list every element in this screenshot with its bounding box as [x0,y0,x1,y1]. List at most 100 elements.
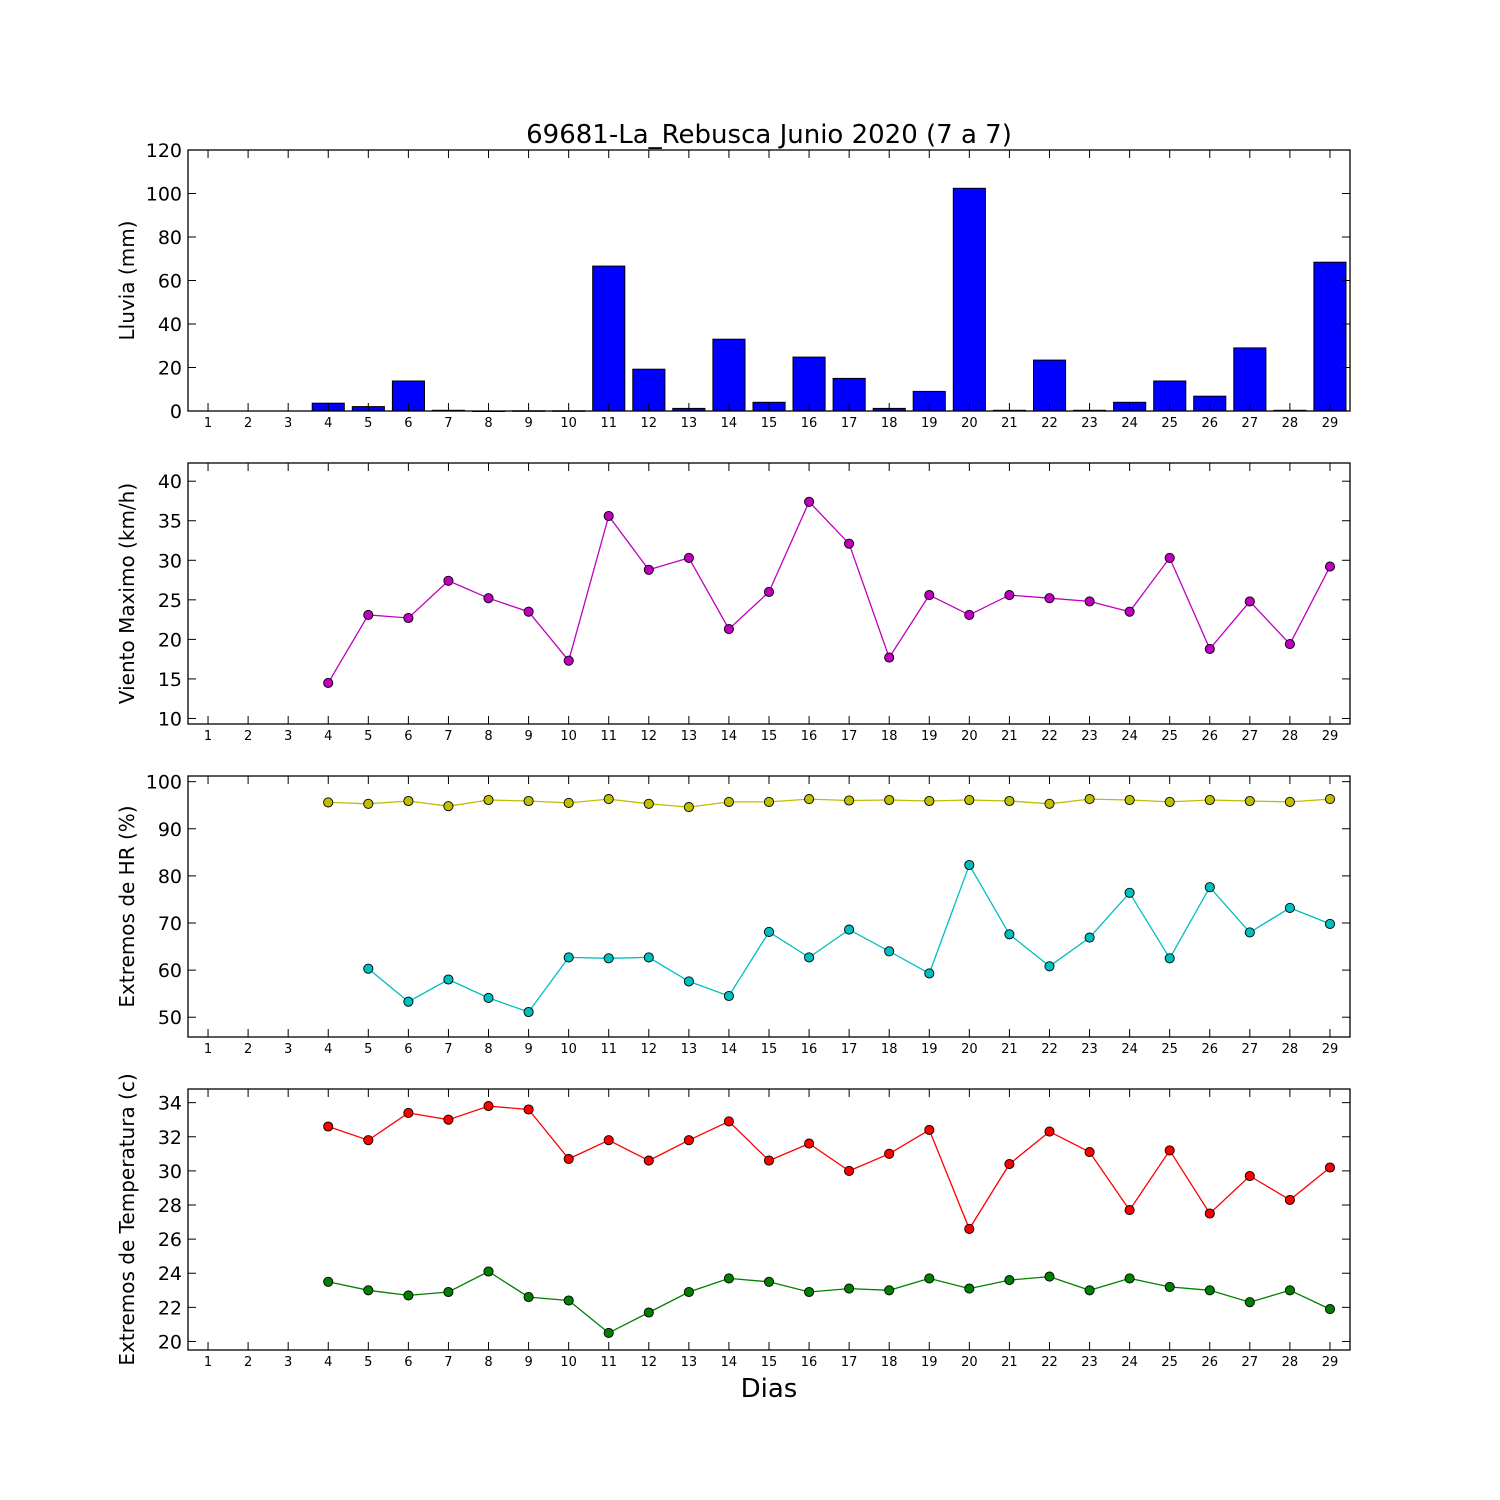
temperature-point [363,1135,374,1146]
wind-point [603,510,614,522]
x-tick-label: 10 [560,1042,577,1057]
x-tick-label: 28 [1282,416,1299,431]
temperature-point [844,1283,855,1294]
x-tick-label: 9 [524,416,532,431]
x-tick-label: 23 [1081,729,1098,744]
x-tick-label: 16 [801,1355,818,1370]
x-tick-label: 8 [484,416,492,431]
x-tick-label: 7 [444,729,452,744]
x-tick-label: 27 [1242,416,1259,431]
x-tick-label: 4 [324,729,332,744]
humidity-point [924,795,935,807]
y-tick-label: 60 [158,960,182,982]
x-tick-label: 28 [1282,1355,1299,1370]
x-tick-label: 6 [404,416,412,431]
x-tick-label: 26 [1201,729,1218,744]
x-tick-label: 19 [921,729,938,744]
x-tick-label: 14 [721,729,738,744]
y-tick-label: 50 [158,1007,182,1029]
humidity-point [363,798,374,809]
humidity-point [1084,794,1095,805]
temperature-point [1324,1304,1336,1315]
x-tick-label: 4 [324,416,332,431]
x-tick-label: 21 [1001,1042,1018,1057]
x-tick-label: 12 [641,1042,658,1057]
x-tick-label: 27 [1242,1042,1259,1057]
x-tick-label: 24 [1121,729,1138,744]
x-tick-label: 27 [1242,729,1259,744]
x-tick-label: 1 [204,416,212,431]
x-tick-label: 7 [444,1355,452,1370]
x-tick-label: 4 [324,1042,332,1057]
y-tick-label: 40 [158,314,182,336]
wind-y-axis-label: Viento Maximo (km/h) [115,483,139,704]
wind-point [1244,596,1255,607]
temperature-point [1124,1205,1135,1216]
x-tick-label: 6 [404,1355,412,1370]
x-tick-label: 18 [881,416,898,431]
humidity-point [1124,887,1135,898]
rain-bar [592,265,626,412]
temperature-point [1164,1145,1175,1156]
x-tick-label: 11 [600,1355,617,1370]
wind-point [1124,606,1135,617]
x-tick-label: 11 [600,1042,617,1057]
temperature-series-line [328,1270,1331,1334]
wind-point [403,612,414,624]
x-tick-label: 21 [1001,416,1018,431]
x-tick-label: 12 [641,416,658,431]
humidity-point [563,952,574,963]
temperature-point [323,1121,334,1132]
temperature-point [563,1295,574,1306]
x-tick-label: 5 [364,416,372,431]
wind-point [1324,561,1336,572]
x-tick-label: 9 [524,729,532,744]
x-tick-label: 2 [244,729,252,744]
x-tick-label: 13 [681,729,698,744]
y-tick-label: 22 [158,1297,182,1319]
x-tick-label: 23 [1081,1355,1098,1370]
humidity-point [363,963,374,974]
y-tick-label: 35 [158,511,182,533]
temperature-point [1004,1275,1015,1286]
temperature-point [363,1285,374,1296]
y-tick-label: 40 [158,471,182,493]
humidity-point [523,795,534,807]
humidity-point [924,968,935,979]
wind-point [443,575,454,586]
x-tick-label: 22 [1041,1355,1058,1370]
x-tick-label: 17 [841,1042,858,1057]
temperature-series-line [327,1105,1331,1231]
temperature-point [804,1286,815,1298]
temperature-point [964,1283,975,1294]
x-axis-label: Dias [741,1374,798,1404]
humidity-point [643,798,654,809]
x-tick-label: 20 [961,729,978,744]
x-tick-label: 14 [721,1355,738,1370]
x-tick-label: 13 [681,416,698,431]
wind-point [1164,552,1175,563]
y-tick-label: 80 [158,866,182,888]
temperature-point [1084,1285,1095,1296]
temperature-point [1284,1285,1295,1296]
x-tick-label: 15 [761,416,778,431]
x-tick-label: 28 [1282,1042,1299,1057]
x-tick-label: 11 [600,416,617,431]
x-tick-label: 20 [961,1355,978,1370]
x-tick-label: 22 [1041,416,1058,431]
humidity-point [1244,927,1255,938]
x-tick-label: 29 [1322,1042,1339,1057]
x-tick-label: 15 [761,729,778,744]
x-tick-label: 1 [204,1355,212,1370]
humidity-point [483,992,494,1003]
x-tick-label: 18 [881,1355,898,1370]
y-tick-label: 25 [158,590,182,612]
temperature-point [763,1276,775,1287]
wind-point [1204,643,1215,654]
humidity-point [964,794,975,806]
humidity-point [763,926,775,937]
x-tick-label: 6 [404,1042,412,1057]
x-tick-label: 2 [244,1042,252,1057]
